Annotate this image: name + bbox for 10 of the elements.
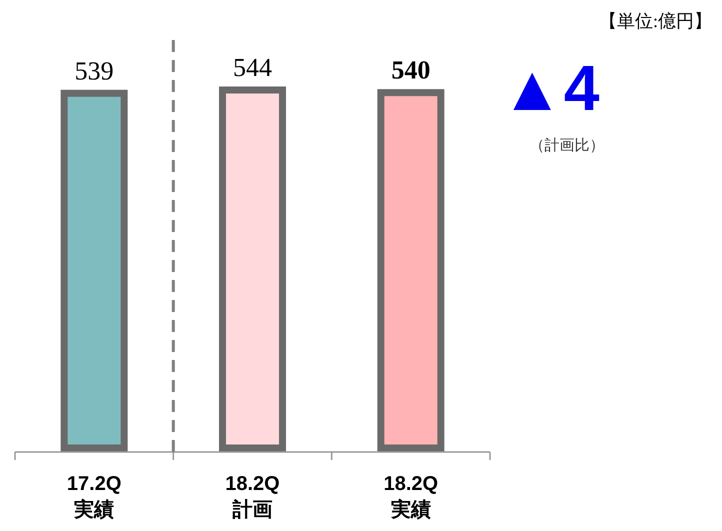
x-tick-label: 17.2Q 実績 bbox=[66, 473, 122, 521]
text: ▲4 bbox=[500, 52, 600, 124]
plot: 539 544 540 bbox=[60, 53, 444, 452]
data-label: 544 bbox=[233, 53, 272, 82]
x-tick-label: 18.2Q 計画 bbox=[225, 473, 280, 521]
text: 【単位:億円】 bbox=[598, 11, 712, 31]
x-tick-label: 18.2Q 実績 bbox=[384, 473, 438, 521]
text: （計画比） bbox=[530, 137, 604, 154]
data-label: 540 bbox=[391, 56, 430, 85]
data-label: 539 bbox=[74, 56, 114, 86]
